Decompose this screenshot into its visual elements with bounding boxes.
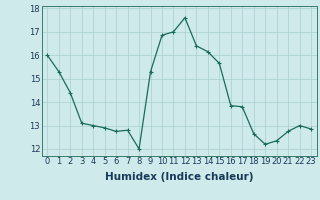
X-axis label: Humidex (Indice chaleur): Humidex (Indice chaleur) (105, 172, 253, 182)
